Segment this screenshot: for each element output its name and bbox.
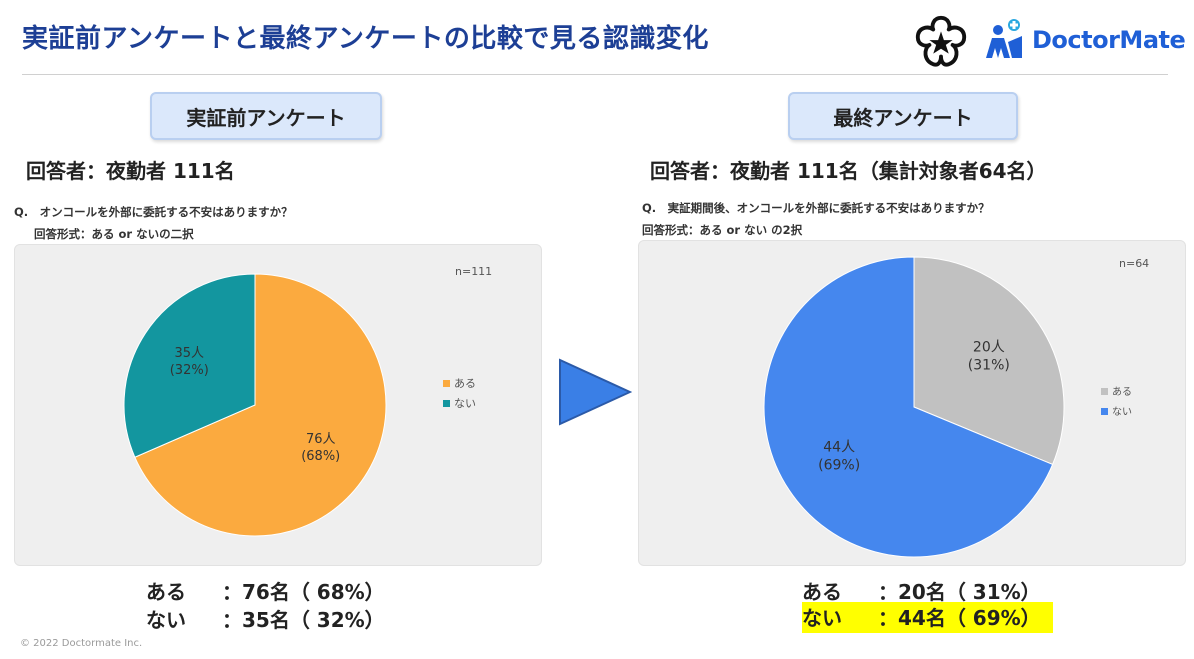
result-value: ：44名（ 69%）: [878, 606, 1041, 630]
final-chart-panel: 20人 (31%) ある 44人 (69%) ない n=64: [638, 240, 1186, 566]
copyright: © 2022 Doctormate Inc.: [20, 638, 143, 649]
pie-data-label: (32%): [170, 363, 209, 378]
final-result-yes: ある ：20名（ 31%）: [802, 576, 1041, 605]
legend-swatch: [443, 380, 450, 387]
pie-data-label: (31%): [968, 358, 1010, 374]
flower-logo-icon: [915, 15, 967, 67]
final-survey-badge: 最終アンケート: [788, 92, 1018, 140]
arrow-right-icon: [559, 358, 632, 426]
result-value: ：35名（ 32%）: [222, 608, 385, 632]
brand-name: DoctorMate: [1032, 26, 1186, 54]
result-value: ：76名（ 68%）: [222, 580, 385, 604]
pie-slice-ない: [763, 256, 1054, 558]
result-label: ある: [146, 580, 186, 604]
sample-size-label: n=111: [455, 265, 492, 278]
before-chart-panel: 76人 (68%) ある 35人 (32%) ない n=111: [14, 244, 542, 566]
pie-data-label: (69%): [818, 458, 860, 474]
result-label: ない: [146, 608, 186, 632]
final-result-no-highlighted: ない ：44名（ 69%）: [802, 602, 1053, 633]
pie-data-label: (68%): [301, 449, 340, 464]
page-title: 実証前アンケートと最終アンケートの比較で見る認識変化: [22, 24, 709, 54]
legend-swatch: [1101, 408, 1108, 415]
final-respondents: 回答者：夜勤者 111名（集計対象者64名）: [650, 159, 1047, 183]
legend-label: ある: [454, 377, 476, 390]
sample-size-label: n=64: [1119, 257, 1149, 270]
result-label: ある: [802, 580, 842, 604]
legend-swatch: [1101, 388, 1108, 395]
header-divider: [22, 74, 1168, 75]
pie-data-label: 20人: [973, 340, 1005, 356]
pie-data-label: 35人: [174, 346, 204, 361]
final-answer-format: 回答形式：ある or ない の2択: [642, 223, 803, 237]
before-result-yes: ある ：76名（ 68%）: [146, 576, 385, 605]
pie-slice-ない: [123, 273, 256, 458]
doctor-person-icon: [986, 19, 1022, 58]
final-pie-chart: 20人 (31%) ある 44人 (69%) ない n=64: [763, 256, 1149, 558]
before-survey-badge: 実証前アンケート: [150, 92, 382, 140]
legend-swatch: [443, 400, 450, 407]
pie-data-label: 76人: [306, 432, 336, 447]
result-label: ない: [802, 606, 842, 630]
pie-data-label: 44人: [823, 440, 855, 456]
legend-label: ない: [454, 397, 476, 410]
before-question: Q. オンコールを外部に委託する不安はありますか？: [14, 205, 293, 219]
pie-slice-ある: [134, 273, 387, 537]
before-pie-chart: 76人 (68%) ある 35人 (32%) ない n=111: [123, 265, 492, 537]
before-answer-format: 回答形式：ある or ないの二択: [34, 227, 194, 241]
result-value: ：20名（ 31%）: [878, 580, 1041, 604]
before-result-no: ない ：35名（ 32%）: [146, 604, 385, 633]
legend-label: ある: [1112, 386, 1132, 398]
pie-slice-ある: [913, 256, 1065, 466]
legend-label: ない: [1112, 406, 1132, 418]
before-respondents: 回答者：夜勤者 111名: [26, 159, 235, 183]
final-question: Q. 実証期間後、オンコールを外部に委託する不安はありますか？: [642, 201, 990, 215]
